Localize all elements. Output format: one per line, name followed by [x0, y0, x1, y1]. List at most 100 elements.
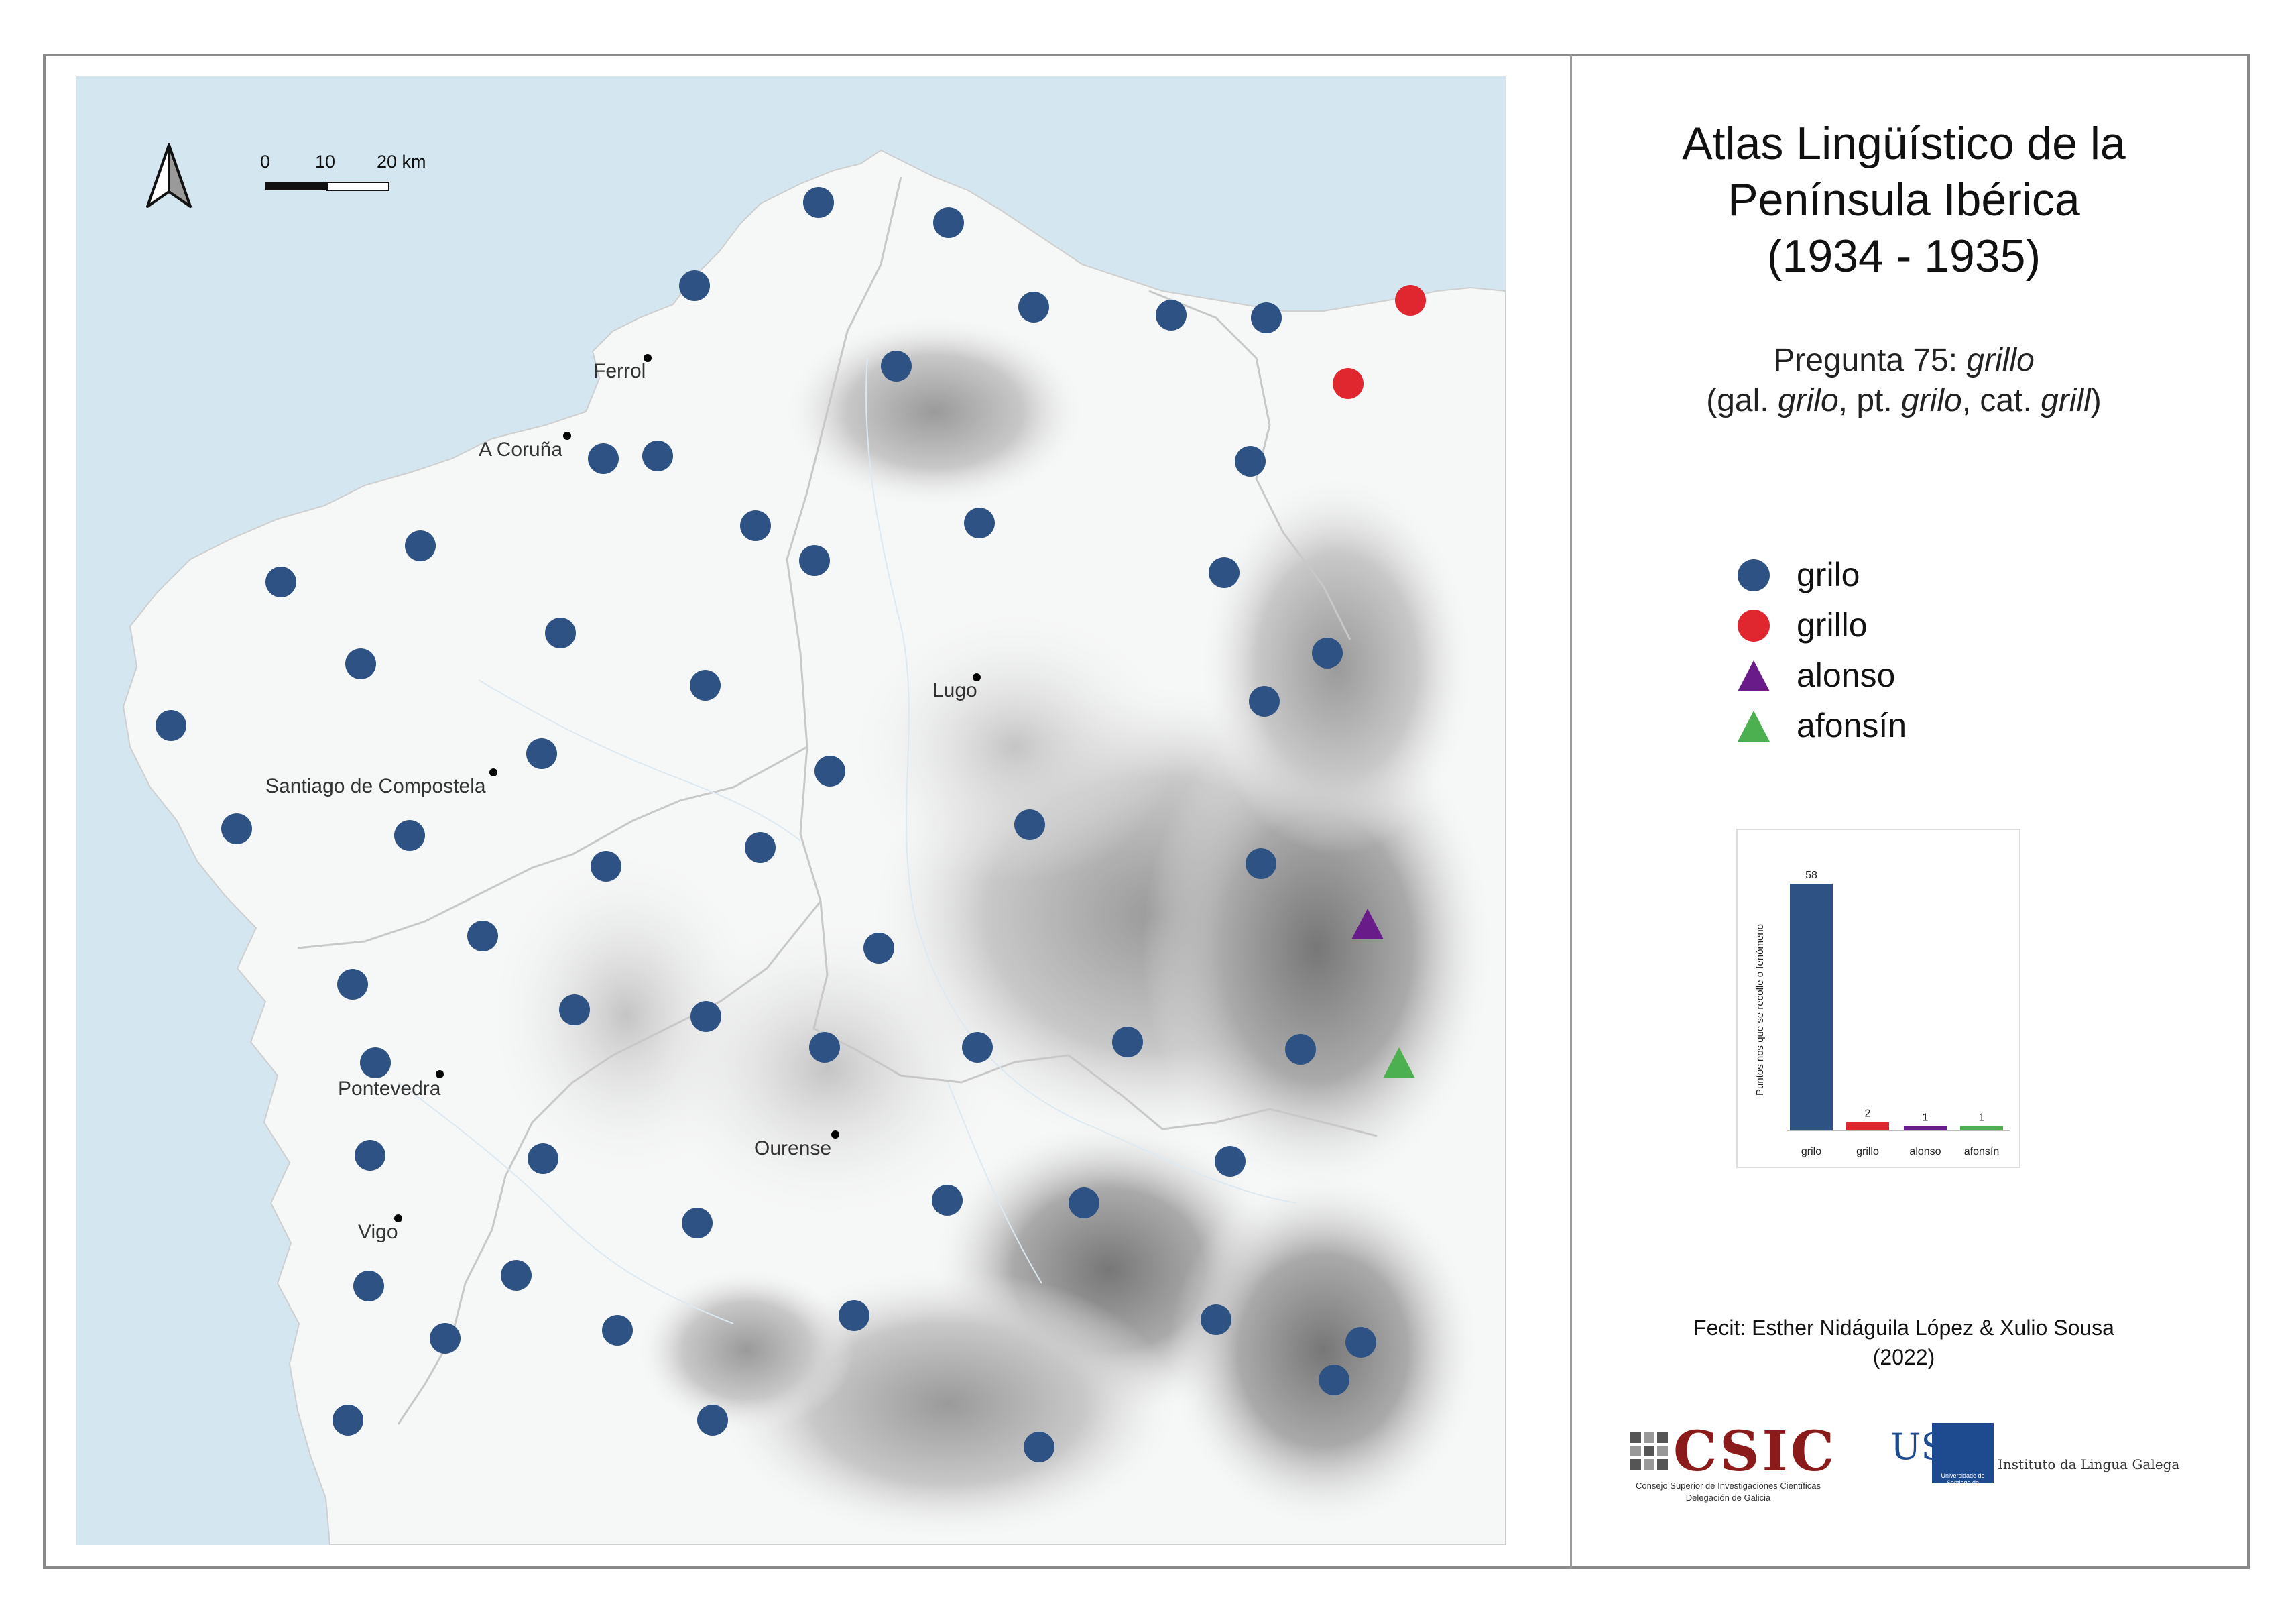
survey-point-grilo[interactable] — [1024, 1432, 1054, 1462]
survey-points — [156, 187, 1426, 1462]
survey-point-grilo[interactable] — [1235, 446, 1266, 477]
survey-point-grilo[interactable] — [1246, 848, 1276, 879]
survey-point-grilo[interactable] — [265, 567, 296, 597]
bar-grillo — [1846, 1122, 1889, 1130]
survey-point-grilo[interactable] — [430, 1323, 461, 1354]
bar-chart: 58 grilo 2 grillo 1 alonso 1 afonsín Puntos nos … — [1736, 829, 2020, 1168]
survey-point-grilo[interactable] — [679, 270, 710, 301]
legend-label: grilo — [1797, 556, 1860, 593]
map-canvas[interactable]: Ferrol A Coruña Santiago de Compostela Lugo… — [76, 76, 1506, 1545]
survey-point-grilo[interactable] — [545, 618, 576, 648]
survey-point-grilo[interactable] — [1069, 1187, 1099, 1218]
survey-point-grilo[interactable] — [501, 1260, 532, 1291]
survey-point-grilo[interactable] — [932, 1185, 963, 1216]
survey-point-grilo[interactable] — [863, 933, 894, 964]
survey-point-grilo[interactable] — [1249, 686, 1280, 717]
survey-point-grilo[interactable] — [528, 1143, 558, 1174]
survey-point-grilo[interactable] — [697, 1405, 728, 1436]
city-pontevedra: Pontevedra — [338, 1070, 444, 1100]
scale-bar: 0 10 20 km — [260, 152, 426, 191]
survey-point-grilo[interactable] — [1345, 1327, 1376, 1358]
city-label: Vigo — [358, 1221, 398, 1243]
survey-point-grilo[interactable] — [814, 756, 845, 787]
question-line-2: (gal. grilo, pt. grilo, cat. grill) — [1582, 381, 2226, 421]
survey-point-grilo[interactable] — [333, 1405, 363, 1436]
survey-point-alonso[interactable] — [1351, 909, 1384, 939]
question-heading: Pregunta 75: grillo (gal. grilo, pt. gri… — [1582, 341, 2226, 421]
survey-point-grilo[interactable] — [602, 1315, 633, 1346]
survey-point-grilo[interactable] — [1285, 1034, 1316, 1065]
survey-point-grilo[interactable] — [690, 1001, 721, 1032]
map-area[interactable]: Ferrol A Coruña Santiago de Compostela Lugo… — [76, 76, 1506, 1545]
survey-point-grilo[interactable] — [682, 1208, 713, 1238]
title-line-2: Península Ibérica — [1728, 174, 2080, 225]
survey-point-grilo[interactable] — [591, 851, 621, 882]
survey-point-grillo[interactable] — [1395, 285, 1426, 316]
city-dot — [394, 1214, 402, 1222]
y-axis-label: Puntos nos que se recolle o fenómeno — [1754, 924, 1766, 1096]
survey-point-grilo[interactable] — [1319, 1365, 1349, 1395]
city-dot — [563, 432, 571, 440]
survey-point-grilo[interactable] — [799, 545, 830, 576]
survey-point-grilo[interactable] — [345, 648, 376, 679]
bar-grilo — [1790, 884, 1833, 1130]
credit: Fecit: Esther Nidáguila López & Xulio So… — [1582, 1313, 2226, 1372]
question-text-1: grilo — [1777, 383, 1839, 418]
survey-point-grilo[interactable] — [405, 530, 436, 561]
survey-point-grilo[interactable] — [353, 1271, 384, 1301]
triangle-marker-icon — [1738, 711, 1770, 742]
survey-point-grilo[interactable] — [1209, 557, 1240, 588]
survey-point-grilo[interactable] — [839, 1300, 869, 1331]
csic-emblem-icon — [1630, 1432, 1668, 1470]
question-text-4: , cat. — [1961, 383, 2041, 418]
rivers — [398, 357, 1297, 1324]
survey-point-grilo[interactable] — [588, 443, 619, 474]
survey-point-grilo[interactable] — [360, 1047, 391, 1078]
survey-point-grilo[interactable] — [156, 710, 186, 741]
city-dot — [489, 768, 497, 776]
survey-point-grilo[interactable] — [221, 813, 252, 844]
city-label: Santiago de Compostela — [265, 775, 486, 797]
circle-marker-icon — [1738, 610, 1770, 642]
survey-point-grilo[interactable] — [467, 921, 498, 951]
credit-authors: Fecit: Esther Nidáguila López & Xulio So… — [1693, 1316, 2114, 1340]
survey-point-grilo[interactable] — [1156, 300, 1187, 331]
survey-point-grilo[interactable] — [1201, 1304, 1231, 1335]
survey-point-grilo[interactable] — [642, 441, 673, 471]
survey-point-grilo[interactable] — [337, 969, 368, 1000]
survey-point-grilo[interactable] — [1018, 292, 1049, 323]
bar-value-label: 58 — [1805, 870, 1817, 881]
survey-point-grillo[interactable] — [1333, 368, 1364, 399]
survey-point-grilo[interactable] — [1251, 302, 1282, 333]
survey-point-grilo[interactable] — [809, 1032, 840, 1063]
survey-point-grilo[interactable] — [745, 832, 776, 863]
map-title: Atlas Lingüístico de la Península Ibéric… — [1582, 115, 2226, 284]
survey-point-grilo[interactable] — [1014, 809, 1045, 840]
survey-point-afonsin[interactable] — [1383, 1047, 1415, 1078]
survey-point-grilo[interactable] — [881, 351, 912, 382]
city-label: Lugo — [932, 679, 977, 701]
question-text-6: ) — [2090, 383, 2102, 418]
bar-afonsin — [1960, 1126, 2003, 1130]
survey-point-grilo[interactable] — [394, 820, 425, 851]
survey-point-grilo[interactable] — [1112, 1027, 1143, 1057]
bar-value-label: 1 — [1979, 1112, 1985, 1124]
survey-point-grilo[interactable] — [526, 738, 557, 769]
survey-point-grilo[interactable] — [355, 1140, 385, 1171]
circle-marker-icon — [1738, 559, 1770, 591]
bar-category-label: grilo — [1801, 1146, 1821, 1157]
survey-point-grilo[interactable] — [803, 187, 834, 218]
question-text-0: (gal. — [1706, 383, 1778, 418]
survey-point-grilo[interactable] — [962, 1032, 993, 1063]
city-dot — [436, 1070, 444, 1078]
survey-point-grilo[interactable] — [740, 510, 771, 541]
usc-subtitle: Universidade de Santiago de Compostela — [1941, 1472, 1985, 1493]
legend-item-0: grilo — [1736, 551, 2018, 601]
survey-point-grilo[interactable] — [690, 670, 721, 701]
survey-point-grilo[interactable] — [1215, 1146, 1246, 1177]
survey-point-grilo[interactable] — [964, 508, 995, 538]
title-line-1: Atlas Lingüístico de la — [1682, 118, 2126, 169]
survey-point-grilo[interactable] — [559, 994, 590, 1025]
survey-point-grilo[interactable] — [1312, 638, 1343, 669]
survey-point-grilo[interactable] — [933, 207, 964, 238]
